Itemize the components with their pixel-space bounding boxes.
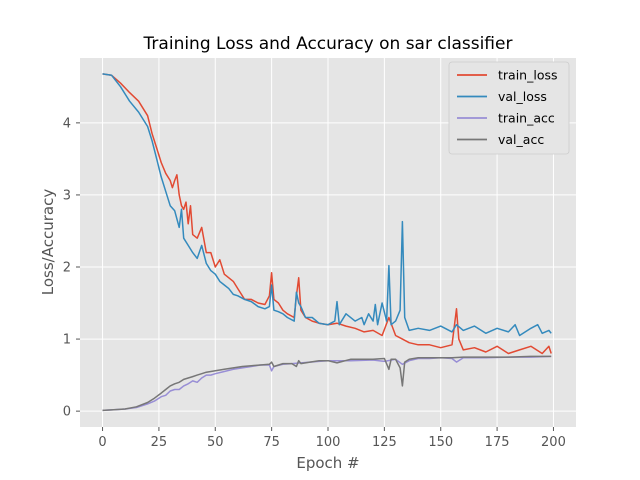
grid-lines (80, 58, 576, 427)
series-layer (102, 73, 552, 412)
x-tick-label: 0 (98, 435, 106, 450)
x-tick-label: 100 (316, 435, 341, 450)
y-tick-label: 2 (63, 261, 71, 276)
x-axis-label: Epoch # (296, 454, 359, 472)
y-tick-label: 1 (63, 333, 71, 348)
series-line-val-loss (102, 73, 552, 337)
y-tick-label: 3 (63, 188, 71, 203)
x-tick-label: 75 (263, 435, 280, 450)
chart-title: Training Loss and Accuracy on sar classi… (143, 34, 513, 54)
x-tick-label: 125 (372, 435, 397, 450)
series-line-val-acc (102, 355, 552, 412)
legend-box (448, 61, 570, 155)
x-tick-label: 25 (151, 435, 168, 450)
series-line-train-loss (102, 73, 552, 355)
x-tick-label: 50 (207, 435, 224, 450)
x-tick-label: 200 (541, 435, 566, 450)
legend-label-train-loss: train_loss (498, 68, 558, 83)
y-tick-label: 4 (63, 116, 71, 131)
y-axis-label: Loss/Accuracy (39, 189, 57, 296)
x-tick-label: 175 (485, 435, 510, 450)
legend-label-val-acc: val_acc (498, 132, 544, 147)
legend-label-train-acc: train_acc (498, 111, 555, 126)
x-tick-label: 150 (428, 435, 453, 450)
legend-label-val-loss: val_loss (498, 89, 547, 104)
axis-ticks: 0 25 50 75 100 125 150 175 200 0 1 2 3 4 (63, 116, 566, 450)
y-tick-label: 0 (63, 405, 71, 420)
legend: train_loss val_loss train_acc val_acc (448, 61, 570, 155)
